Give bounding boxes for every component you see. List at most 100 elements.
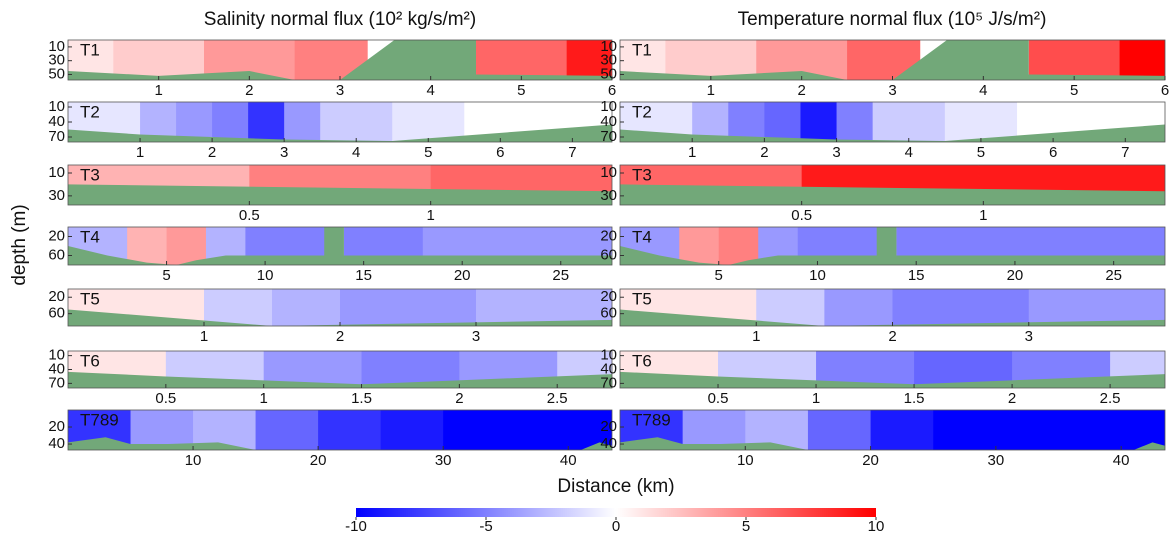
transect-name: T6 bbox=[80, 351, 100, 370]
heat-cell bbox=[728, 102, 765, 142]
panel-frame bbox=[619, 226, 1166, 266]
y-tick-label: 40 bbox=[48, 113, 65, 130]
heat-cell bbox=[892, 289, 962, 326]
x-tick-label: 2 bbox=[455, 390, 463, 407]
heat-cell bbox=[248, 102, 285, 142]
x-tick-label: 1.5 bbox=[904, 390, 925, 407]
x-tick-label: 0.5 bbox=[155, 390, 176, 407]
heat-cell bbox=[682, 410, 746, 450]
y-tick-label: 10 bbox=[600, 164, 617, 181]
heat-cell bbox=[476, 40, 568, 80]
seabed bbox=[620, 184, 1165, 205]
heat-cell bbox=[340, 289, 409, 326]
transect-name: T789 bbox=[632, 410, 671, 429]
heat-cell bbox=[960, 289, 1030, 326]
heat-cell bbox=[995, 410, 1165, 450]
panel bbox=[620, 289, 1165, 326]
seabed bbox=[620, 40, 1165, 80]
panel bbox=[620, 40, 1165, 80]
x-tick-label: 0.5 bbox=[708, 390, 729, 407]
x-tick-label: 25 bbox=[1105, 267, 1122, 284]
y-tick-label: 50 bbox=[600, 65, 617, 82]
x-tick-label: 4 bbox=[905, 144, 913, 161]
x-tick-label: 10 bbox=[185, 452, 202, 469]
y-tick-label: 30 bbox=[600, 52, 617, 69]
y-tick-label: 20 bbox=[48, 288, 65, 305]
x-tick-label: 1 bbox=[979, 207, 987, 224]
seabed bbox=[620, 437, 1165, 450]
y-tick-label: 40 bbox=[600, 113, 617, 130]
seabed bbox=[68, 124, 612, 142]
y-tick-label: 20 bbox=[48, 227, 65, 244]
x-tick-label: 10 bbox=[737, 452, 754, 469]
transect-name: T4 bbox=[632, 227, 652, 246]
x-tick-label: 2 bbox=[208, 144, 216, 161]
y-tick-label: 10 bbox=[48, 347, 65, 364]
seabed bbox=[68, 40, 612, 80]
transect-name: T1 bbox=[632, 40, 652, 59]
x-tick-label: 20 bbox=[1007, 267, 1024, 284]
heat-cell bbox=[176, 102, 213, 142]
heat-cell bbox=[392, 102, 465, 142]
x-tick-label: 20 bbox=[862, 452, 879, 469]
heat-cell bbox=[127, 227, 168, 265]
heat-cell bbox=[665, 40, 757, 80]
heat-cell bbox=[944, 102, 1018, 142]
x-tick-label: 4 bbox=[352, 144, 360, 161]
colorbar-tick-label: -5 bbox=[479, 518, 492, 534]
x-tick-label: 6 bbox=[608, 82, 616, 99]
x-tick-label: 5 bbox=[517, 82, 525, 99]
panel bbox=[68, 289, 612, 326]
x-tick-label: 4 bbox=[426, 82, 434, 99]
x-tick-label: 20 bbox=[310, 452, 327, 469]
transect-name: T789 bbox=[80, 410, 119, 429]
seabed bbox=[68, 437, 612, 450]
heat-cell bbox=[255, 410, 319, 450]
x-tick-label: 2 bbox=[797, 82, 805, 99]
x-tick-label: 5 bbox=[162, 267, 170, 284]
x-axis-label: Distance (km) bbox=[557, 476, 674, 497]
y-tick-label: 30 bbox=[600, 187, 617, 204]
x-tick-label: 1 bbox=[812, 390, 820, 407]
y-tick-label: 60 bbox=[600, 246, 617, 263]
heat-cell bbox=[1028, 289, 1165, 326]
heat-cell bbox=[284, 102, 321, 142]
heat-cell bbox=[807, 410, 872, 450]
heat-cell bbox=[756, 289, 825, 326]
y-tick-label: 60 bbox=[48, 246, 65, 263]
y-tick-label: 10 bbox=[600, 347, 617, 364]
panel bbox=[68, 165, 612, 205]
x-tick-label: 2 bbox=[336, 328, 344, 345]
x-tick-label: 5 bbox=[715, 267, 723, 284]
heat-cell bbox=[1028, 40, 1121, 80]
heat-cell bbox=[272, 289, 341, 326]
colorbar-tick-label: 0 bbox=[612, 518, 620, 534]
x-tick-label: 1 bbox=[200, 328, 208, 345]
x-tick-label: 4 bbox=[979, 82, 987, 99]
panel bbox=[68, 410, 612, 450]
x-tick-label: 2 bbox=[888, 328, 896, 345]
heat-cell bbox=[476, 289, 612, 326]
y-tick-label: 70 bbox=[600, 128, 617, 145]
y-tick-label: 70 bbox=[600, 374, 617, 391]
heat-cell bbox=[824, 289, 893, 326]
x-tick-label: 6 bbox=[496, 144, 504, 161]
x-tick-label: 3 bbox=[336, 82, 344, 99]
x-tick-label: 5 bbox=[977, 144, 985, 161]
x-tick-label: 2 bbox=[760, 144, 768, 161]
transect-name: T2 bbox=[632, 102, 652, 121]
x-tick-label: 5 bbox=[424, 144, 432, 161]
panel-frame bbox=[67, 226, 613, 266]
y-tick-label: 10 bbox=[48, 164, 65, 181]
y-tick-label: 20 bbox=[600, 288, 617, 305]
heat-cell bbox=[408, 289, 477, 326]
panel-frame bbox=[67, 164, 613, 206]
x-tick-label: 1 bbox=[688, 144, 696, 161]
transect-name: T5 bbox=[80, 289, 100, 308]
panel bbox=[68, 227, 612, 265]
seabed bbox=[68, 184, 612, 205]
panel bbox=[620, 227, 1165, 265]
y-tick-label: 70 bbox=[48, 374, 65, 391]
y-tick-label: 40 bbox=[600, 360, 617, 377]
y-tick-label: 20 bbox=[600, 418, 617, 435]
